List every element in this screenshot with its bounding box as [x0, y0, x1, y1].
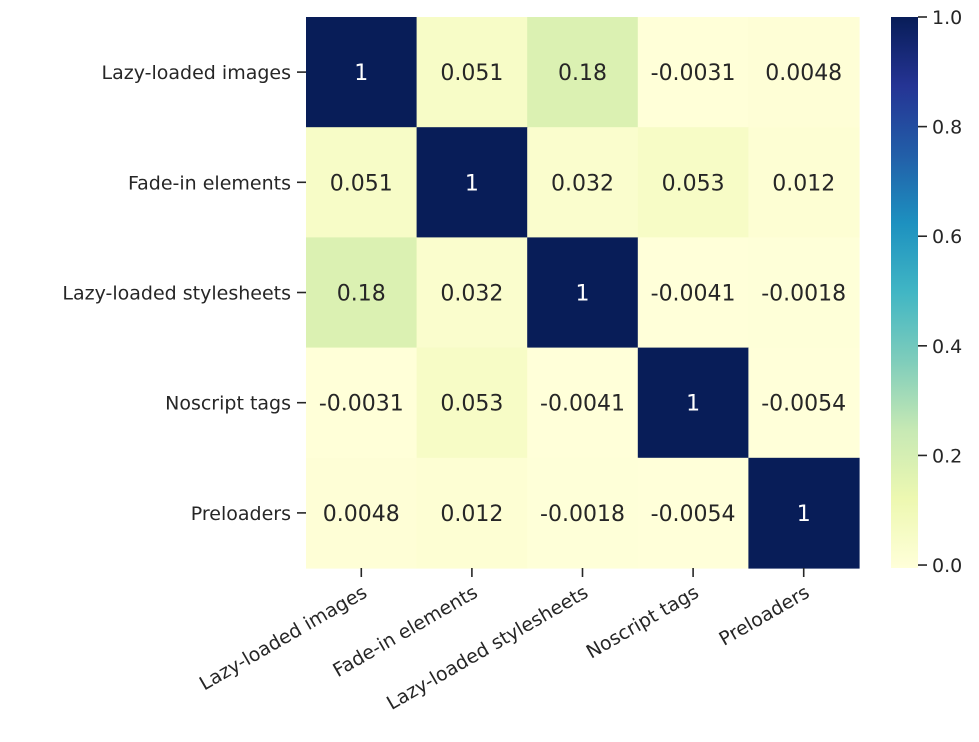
cell-value-label: -0.0031: [651, 61, 736, 86]
cell-value-label: 0.012: [772, 171, 835, 196]
cell-value-label: 1: [465, 171, 479, 196]
heatmap-cell: [416, 237, 528, 349]
cell-value-label: -0.0041: [540, 392, 625, 417]
x-tick-label: Preloaders: [715, 581, 813, 650]
heatmap-cell: [748, 17, 860, 128]
heatmap-cell: [527, 347, 639, 459]
colorbar-tick-label: 0.2: [932, 445, 962, 467]
heatmap-cell: [306, 457, 418, 569]
heatmap-cell: [527, 17, 639, 128]
y-axis: Lazy-loaded images Fade-in elements Lazy-l…: [62, 62, 306, 525]
cell-value-label: 0.18: [337, 282, 386, 307]
y-tick-label: Preloaders: [191, 503, 291, 525]
cell-value-label: 0.012: [440, 502, 503, 527]
heatmap-cell: [637, 17, 749, 128]
heatmap-cell: [748, 237, 860, 349]
cell-value-label: -0.0041: [651, 282, 736, 307]
heatmap-cell: [527, 237, 639, 349]
x-tick-label: Lazy-loaded stylesheets: [383, 581, 592, 714]
heatmap-cell: [306, 127, 418, 238]
cell-value-label: 0.051: [440, 61, 503, 86]
colorbar-tick-label: 0.6: [932, 226, 962, 248]
colorbar-tick-label: 0.4: [932, 336, 962, 358]
cell-value-label: -0.0054: [761, 392, 846, 417]
colorbar-tick-label: 0.0: [932, 555, 962, 577]
y-tick-label: Fade-in elements: [128, 172, 291, 194]
cell-value-label: 0.0048: [765, 61, 842, 86]
heatmap-cell: [306, 17, 418, 128]
cell-value-label: 0.053: [440, 392, 503, 417]
heatmap-cell-labels: 1 0.051 0.18 -0.0031 0.0048 0.051 1 0.032 0.053 0…: [319, 61, 846, 527]
cell-value-label: 0.051: [330, 171, 393, 196]
heatmap-cells: [306, 17, 860, 569]
heatmap-cell: [416, 17, 528, 128]
colorbar-tick-label: 1.0: [932, 7, 962, 29]
heatmap-cell: [416, 127, 528, 238]
heatmap-cell: [306, 347, 418, 459]
heatmap-cell: [748, 457, 860, 569]
colorbar: 0.0 0.2 0.4 0.6 0.8 1.0: [891, 7, 962, 577]
heatmap-cell: [306, 237, 418, 349]
cell-value-label: 0.053: [662, 171, 725, 196]
heatmap-cell: [748, 127, 860, 238]
y-tick-label: Lazy-loaded images: [102, 62, 291, 84]
cell-value-label: 1: [576, 282, 590, 307]
cell-value-label: -0.0018: [761, 282, 846, 307]
heatmap-cell: [637, 237, 749, 349]
cell-value-label: 0.18: [558, 61, 607, 86]
cell-value-label: 0.032: [440, 282, 503, 307]
cell-value-label: 1: [686, 392, 700, 417]
cell-value-label: -0.0031: [319, 392, 404, 417]
heatmap-cell: [748, 347, 860, 459]
cell-value-label: 1: [354, 61, 368, 86]
cell-value-label: 0.032: [551, 171, 614, 196]
colorbar-tick-label: 0.8: [932, 117, 962, 139]
cell-value-label: 1: [797, 502, 811, 527]
heatmap-cell: [527, 127, 639, 238]
y-tick-label: Lazy-loaded stylesheets: [62, 283, 291, 305]
heatmap-cell: [416, 347, 528, 459]
heatmap-cell: [637, 127, 749, 238]
heatmap-cell: [527, 457, 639, 569]
x-tick-label: Noscript tags: [583, 581, 703, 663]
cell-value-label: -0.0054: [651, 502, 736, 527]
heatmap-cell: [416, 457, 528, 569]
cell-value-label: -0.0018: [540, 502, 625, 527]
y-tick-label: Noscript tags: [165, 393, 291, 415]
heatmap-cell: [637, 347, 749, 459]
cell-value-label: 0.0048: [323, 502, 400, 527]
heatmap-cell: [637, 457, 749, 569]
colorbar-gradient: [891, 17, 918, 568]
